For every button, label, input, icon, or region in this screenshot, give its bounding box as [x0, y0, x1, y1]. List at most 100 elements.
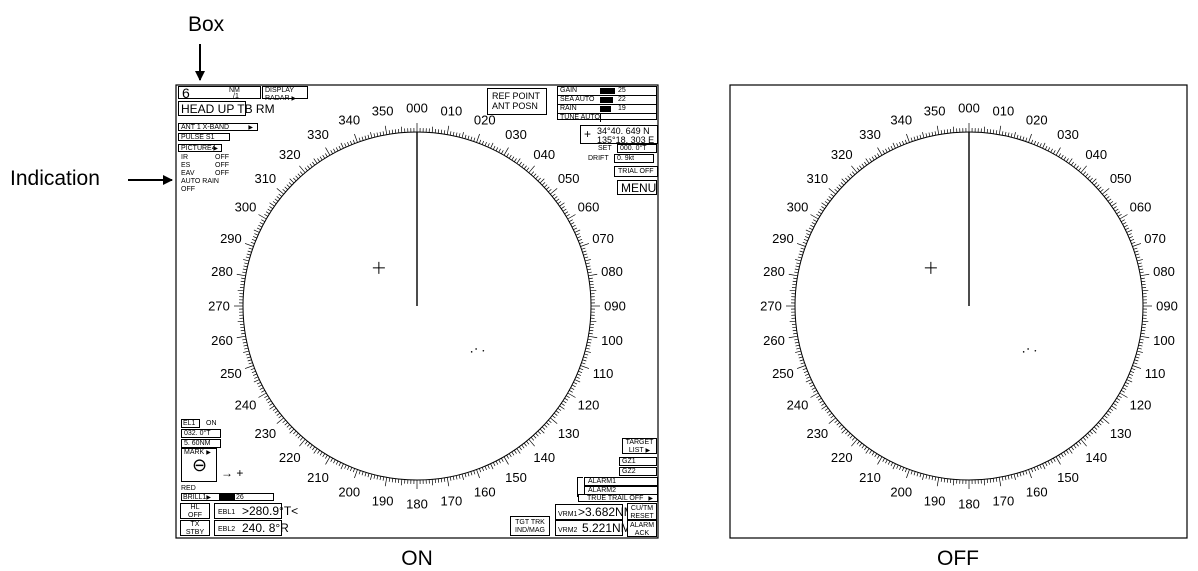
ref-point-button[interactable]: REF POINT ANT POSN: [487, 88, 547, 115]
bearing-tick: [1129, 373, 1133, 376]
presentation-mode-button[interactable]: HEAD UP TB RM: [178, 101, 275, 116]
bearing-tick: [344, 143, 347, 148]
menu-button[interactable]: MENU: [617, 180, 657, 195]
display-radar-button[interactable]: DISPLAY RADAR ▶: [262, 86, 308, 102]
bearing-tick: [1109, 407, 1114, 411]
bearing-tick: [455, 132, 458, 137]
el-range[interactable]: 5. 60NM: [181, 439, 221, 448]
drift-label: DRIFT: [588, 155, 609, 162]
true-trail-button[interactable]: TRUE TRAIL OFF ▶: [578, 494, 658, 502]
brill-control[interactable]: BRILL1▶ 26: [181, 493, 274, 501]
bearing-tick: [1133, 362, 1138, 365]
alarm-ack-button[interactable]: ALARM ACK: [627, 520, 657, 537]
tune-label[interactable]: TUNE AUTO: [560, 114, 601, 122]
range-box[interactable]: 6 NM /1: [178, 86, 261, 101]
bearing-tick: [817, 211, 822, 215]
bearing-tick: [813, 219, 817, 222]
bearing-label: 050: [558, 171, 580, 186]
gz1-button[interactable]: GZ1: [619, 457, 657, 466]
gz2-button[interactable]: GZ2: [619, 467, 657, 476]
bearing-tick: [1042, 463, 1046, 470]
bearing-tick: [1111, 202, 1117, 207]
bearing-label: 170: [993, 493, 1015, 508]
bearing-tick: [464, 473, 467, 478]
bearing-tick: [561, 403, 565, 406]
ebl1-label: EBL1: [218, 509, 236, 516]
bearing-tick: [1004, 476, 1007, 481]
bearing-tick: [299, 165, 306, 173]
ebl1-box[interactable]: EBL1 >280.9°T<: [214, 503, 298, 519]
gain-row[interactable]: GAIN 25: [558, 87, 656, 96]
bearing-tick: [1136, 259, 1143, 262]
picture-button[interactable]: PICTURE4 ▶: [178, 144, 222, 152]
el-bearing[interactable]: 032. 0°T: [181, 429, 221, 438]
bearing-tick: [533, 173, 537, 177]
bearing-label: 320: [831, 147, 853, 162]
bearing-tick: [906, 469, 910, 479]
bearing-tick: [828, 412, 833, 416]
ebl2-box[interactable]: EBL2 240. 8°R: [214, 520, 289, 536]
bearing-label: 180: [406, 497, 428, 512]
vrm2-box[interactable]: VRM2 5.221NM: [555, 520, 631, 536]
bearing-tick: [1121, 390, 1125, 393]
bearing-tick: [1068, 448, 1073, 454]
vrm1-box[interactable]: VRM1 >3.682NM<: [555, 504, 641, 520]
trial-button[interactable]: TRIAL OFF: [614, 166, 658, 177]
bearing-tick: [237, 289, 244, 292]
bearing-tick: [539, 428, 545, 434]
echo-dot: [1022, 351, 1025, 353]
bearing-tick: [276, 412, 281, 416]
bearing-tick: [896, 143, 899, 148]
tgt-trk-label: TGT TRK: [515, 519, 545, 526]
hl-button[interactable]: HL OFF: [180, 503, 210, 519]
bearing-tick: [1013, 132, 1016, 139]
tx-button[interactable]: TX STBY: [180, 520, 210, 536]
bearing-tick: [240, 329, 245, 332]
pulse-button[interactable]: PULSE S1: [178, 133, 230, 141]
tgt-trk-button[interactable]: TGT TRK IND/MAG: [510, 516, 550, 536]
bearing-tick: [559, 405, 565, 410]
bearing-tick: [1114, 208, 1119, 212]
bearing-tick: [446, 477, 450, 487]
bearing-tick: [861, 163, 865, 168]
cu-tm-reset-button[interactable]: CU/TM RESET: [627, 503, 657, 520]
sea-row[interactable]: SEA AUTO 22: [558, 96, 656, 105]
mark-button[interactable]: MARK ▶ ⊖: [181, 448, 217, 482]
bearing-tick: [269, 206, 273, 209]
bearing-tick: [1138, 265, 1143, 268]
bearing-tick: [1140, 277, 1145, 280]
antenna-button[interactable]: ANT 1 X-BAND ▶: [178, 123, 258, 131]
bearing-tick: [1058, 153, 1061, 158]
level-panel[interactable]: GAIN 25 SEA AUTO 22 RAIN 19 TUNE AUTO: [557, 86, 657, 122]
bearing-tick: [247, 359, 252, 362]
latitude: 34°40. 649 N: [597, 126, 650, 136]
bearing-tick: [838, 184, 842, 188]
bearing-tick: [548, 419, 552, 424]
bearing-tick: [811, 387, 816, 390]
bearing-tick: [313, 448, 318, 454]
bearing-tick: [1113, 403, 1117, 406]
ant-posn-label: ANT POSN: [492, 101, 538, 111]
set-value[interactable]: 000. 0°T: [617, 144, 657, 153]
rain-row[interactable]: RAIN 19: [558, 105, 656, 114]
bearing-tick: [841, 178, 847, 184]
alarm1-button[interactable]: ALARM1: [584, 477, 658, 486]
bearing-label: 080: [601, 264, 623, 279]
bearing-tick: [382, 476, 385, 481]
bearing-tick: [236, 273, 246, 277]
vrm2-value: 5.221NM: [582, 521, 631, 535]
bearing-tick: [1053, 458, 1056, 462]
el-button[interactable]: EL1: [181, 419, 200, 428]
drift-value[interactable]: 0. 9kt: [614, 154, 654, 163]
bearing-label: 230: [254, 426, 276, 441]
brill-label: BRILL1: [183, 494, 207, 501]
bearing-tick: [1140, 335, 1150, 339]
bearing-tick: [452, 131, 455, 136]
bearing-tick: [819, 208, 824, 212]
bearing-tick: [796, 243, 806, 247]
bearing-tick: [1016, 473, 1019, 478]
bearing-tick: [896, 464, 899, 469]
bearing-label: 010: [441, 104, 463, 119]
bearing-tick: [349, 140, 353, 145]
target-list-button[interactable]: TARGET LIST ▶: [622, 438, 657, 454]
